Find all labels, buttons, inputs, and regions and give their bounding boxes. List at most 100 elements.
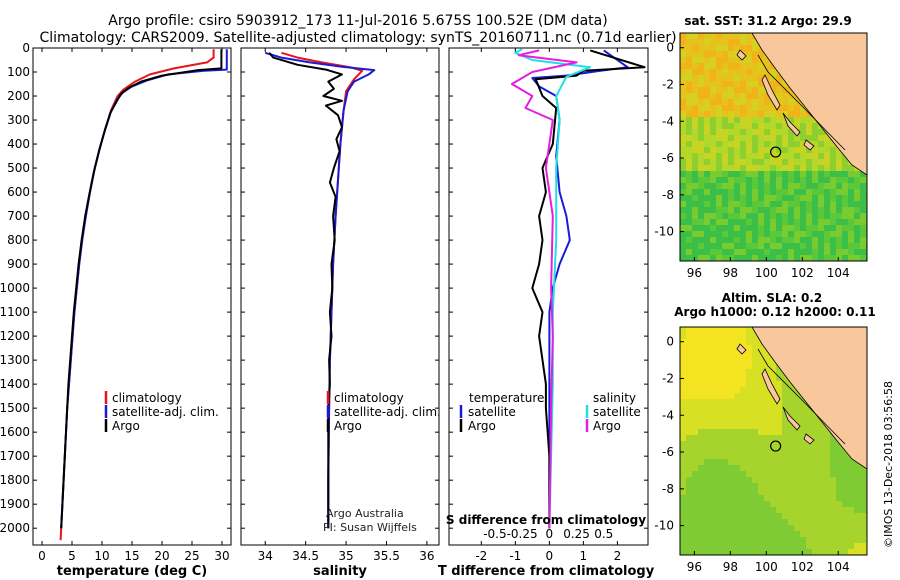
map-cell <box>710 51 716 57</box>
map-cell <box>734 195 740 201</box>
map-cell <box>740 537 746 543</box>
map-cell <box>746 165 752 171</box>
map-cell <box>860 507 866 513</box>
map-cell <box>746 327 752 333</box>
map-cell <box>746 375 752 381</box>
map-cell <box>746 489 752 495</box>
map-cell <box>740 399 746 405</box>
map-cell <box>782 225 788 231</box>
map-cell <box>812 477 818 483</box>
map-cell <box>704 99 710 105</box>
map-cell <box>854 513 860 519</box>
map-cell <box>692 441 698 447</box>
map-cell <box>716 111 722 117</box>
map-cell <box>710 519 716 525</box>
map-cell <box>698 231 704 237</box>
map-cell <box>794 531 800 537</box>
map-cell <box>728 141 734 147</box>
map-cell <box>854 213 860 219</box>
map-cell <box>752 57 758 63</box>
map-cell <box>854 243 860 249</box>
map-cell <box>782 489 788 495</box>
map-cell <box>746 219 752 225</box>
map-y-tick-label: -4 <box>662 114 674 128</box>
map-cell <box>758 519 764 525</box>
map-cell <box>722 183 728 189</box>
map-cell <box>728 435 734 441</box>
map-cell <box>782 441 788 447</box>
map-cell <box>722 357 728 363</box>
map-cell <box>812 501 818 507</box>
series-line-argo <box>60 49 223 529</box>
map-cell <box>698 357 704 363</box>
map-cell <box>710 207 716 213</box>
map-cell <box>734 183 740 189</box>
map-cell <box>794 417 800 423</box>
map-cell <box>686 33 692 39</box>
map-cell <box>842 495 848 501</box>
map-cell <box>812 159 818 165</box>
map-cell <box>704 225 710 231</box>
map-cell <box>698 159 704 165</box>
map-cell <box>686 99 692 105</box>
map-cell <box>794 495 800 501</box>
map-cell <box>728 159 734 165</box>
map-cell <box>788 213 794 219</box>
map-cell <box>692 339 698 345</box>
map-cell <box>716 345 722 351</box>
map-cell <box>716 159 722 165</box>
map-cell <box>686 183 692 189</box>
map-y-tick-label: 0 <box>666 335 674 349</box>
map-cell <box>698 219 704 225</box>
map-cell <box>698 69 704 75</box>
map-cell <box>728 213 734 219</box>
map-cell <box>698 345 704 351</box>
map-cell <box>830 453 836 459</box>
map-cell <box>716 411 722 417</box>
map-cell <box>704 159 710 165</box>
map-cell <box>740 39 746 45</box>
map-cell <box>698 513 704 519</box>
map-cell <box>842 225 848 231</box>
map-cell <box>722 177 728 183</box>
map-cell <box>860 249 866 255</box>
map-cell <box>746 495 752 501</box>
map-cell <box>692 345 698 351</box>
map-cell <box>710 381 716 387</box>
map-cell <box>752 465 758 471</box>
map-cell <box>770 105 776 111</box>
map-cell <box>830 249 836 255</box>
map-cell <box>812 411 818 417</box>
map-cell <box>710 189 716 195</box>
map-cell <box>752 201 758 207</box>
map-cell <box>860 183 866 189</box>
sst-map-frame <box>679 32 868 262</box>
map-cell <box>686 231 692 237</box>
map-cell <box>686 501 692 507</box>
map-cell <box>680 507 686 513</box>
map-cell <box>818 237 824 243</box>
map-cell <box>734 435 740 441</box>
map-cell <box>818 165 824 171</box>
map-cell <box>686 51 692 57</box>
map-cell <box>794 201 800 207</box>
map-cell <box>782 93 788 99</box>
map-cell <box>716 333 722 339</box>
map-cell <box>752 213 758 219</box>
map-cell <box>782 399 788 405</box>
map-cell <box>842 231 848 237</box>
map-cell <box>746 387 752 393</box>
map-cell <box>704 471 710 477</box>
map-cell <box>758 189 764 195</box>
map-cell <box>812 489 818 495</box>
map-cell <box>710 237 716 243</box>
map-cell <box>812 483 818 489</box>
map-cell <box>830 183 836 189</box>
map-cell <box>848 459 854 465</box>
x-tick-label: 36 <box>419 549 434 563</box>
map-cell <box>770 369 776 375</box>
map-cell <box>692 357 698 363</box>
map-cell <box>680 525 686 531</box>
map-cell <box>758 207 764 213</box>
map-cell <box>710 39 716 45</box>
